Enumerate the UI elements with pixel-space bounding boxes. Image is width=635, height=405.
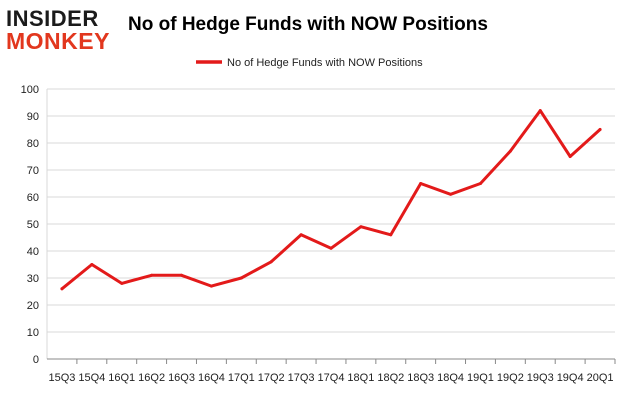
grid-lines [46, 88, 615, 360]
y-tick-label: 40 [27, 246, 39, 258]
x-tick-label: 18Q2 [377, 372, 404, 384]
y-tick-label: 90 [27, 111, 39, 123]
data-point [538, 109, 542, 113]
x-tick-label: 19Q3 [527, 372, 554, 384]
data-point [299, 233, 303, 237]
y-tick-label: 70 [27, 165, 39, 177]
y-tick-label: 50 [27, 219, 39, 231]
x-tick-label: 19Q2 [497, 372, 524, 384]
x-tick-label: 17Q1 [228, 372, 255, 384]
x-tick-label: 15Q4 [78, 372, 105, 384]
x-tick-label: 15Q3 [48, 372, 75, 384]
legend: No of Hedge Funds with NOW Positions [196, 57, 423, 69]
data-point [209, 284, 213, 288]
legend-label: No of Hedge Funds with NOW Positions [227, 57, 423, 69]
data-point [598, 128, 602, 131]
y-tick-label: 80 [27, 138, 39, 150]
data-point [419, 182, 423, 185]
data-point [120, 281, 124, 285]
x-tick-label: 19Q4 [557, 372, 584, 384]
x-tick-label: 16Q2 [138, 372, 165, 384]
data-point [180, 273, 184, 277]
data-point [449, 192, 453, 196]
data-point [508, 149, 512, 153]
x-tick-label: 16Q1 [108, 372, 135, 384]
data-point [359, 225, 363, 229]
y-tick-label: 0 [33, 354, 39, 366]
x-tick-label: 18Q3 [407, 372, 434, 384]
x-tick-label: 16Q3 [168, 372, 195, 384]
y-tick-label: 30 [27, 273, 39, 285]
x-axis-ticks: 15Q3 15Q4 16Q1 16Q2 16Q3 16Q4 17Q1 17Q2 17Q3 17Q4… [48, 359, 616, 384]
x-tick-label: 17Q4 [318, 372, 345, 384]
y-tick-label: 10 [27, 327, 39, 339]
x-tick-label: 19Q1 [467, 372, 494, 384]
chart-title: No of Hedge Funds with NOW Positions [128, 14, 488, 35]
series-layer [60, 109, 602, 291]
data-point [329, 246, 333, 250]
insider-monkey-logo: INSIDER MONKEY [6, 6, 118, 54]
x-tick-label: 18Q4 [437, 372, 464, 384]
x-tick-label: 18Q1 [347, 372, 374, 384]
data-point [150, 273, 154, 277]
x-tick-label: 17Q2 [258, 372, 285, 384]
data-point [568, 155, 572, 158]
y-axis-ticks: 0 10 20 30 40 50 60 70 80 90 100 [21, 84, 39, 366]
data-point [269, 260, 273, 264]
x-tick-label: 16Q4 [198, 372, 225, 384]
data-point [90, 263, 94, 266]
data-point [239, 276, 243, 280]
logo-line-1: INSIDER [6, 6, 99, 31]
series-line [60, 109, 602, 291]
x-tick-label: 17Q3 [288, 372, 315, 384]
y-tick-label: 60 [27, 192, 39, 204]
data-point [478, 182, 482, 185]
logo-line-2: MONKEY [6, 28, 110, 54]
y-tick-label: 20 [27, 300, 39, 312]
data-point [60, 287, 64, 291]
x-tick-label: 20Q1 [587, 372, 614, 384]
y-tick-label: 100 [21, 84, 39, 96]
data-point [389, 233, 393, 237]
